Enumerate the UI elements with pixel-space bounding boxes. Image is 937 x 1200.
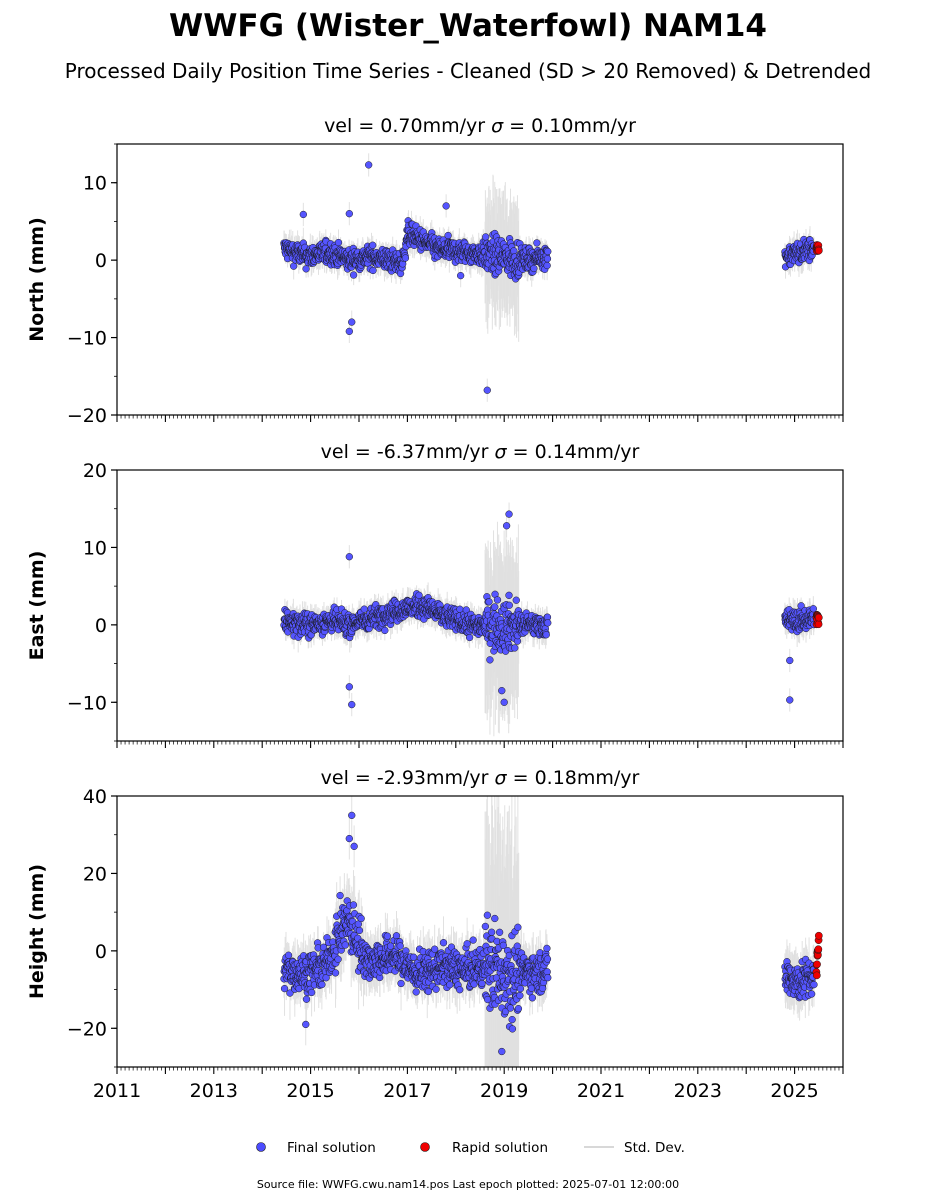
figure-subtitle: Processed Daily Position Time Series - C… xyxy=(65,59,871,83)
final-point xyxy=(485,598,493,606)
final-point xyxy=(786,656,794,665)
rapid-point xyxy=(814,613,823,622)
panels-group: −20 −10 0 10 North (mm) vel = 0.70mm/yr σ = 0… xyxy=(26,115,844,1102)
final-point xyxy=(369,241,377,249)
final-point xyxy=(502,522,511,530)
vel-text: vel = -6.37mm/yr xyxy=(321,441,495,463)
rapid-points-north xyxy=(812,241,823,255)
sigma-text: = 0.14mm/yr xyxy=(507,441,640,463)
panel-east: −10 0 10 20 East (mm) vel = -6.37mm/yr σ = 0.… xyxy=(26,441,844,748)
ytick-label: 10 xyxy=(83,537,107,559)
final-point xyxy=(369,266,377,275)
final-point xyxy=(444,231,452,240)
final-point xyxy=(345,210,353,218)
final-point xyxy=(381,626,389,635)
panel-title-north: vel = 0.70mm/yr σ = 0.10mm/yr xyxy=(324,115,636,137)
ytick-label: 20 xyxy=(83,460,107,482)
final-point xyxy=(290,262,298,270)
final-point xyxy=(345,327,353,336)
final-point xyxy=(512,596,520,604)
rapid-points-east xyxy=(812,610,823,629)
final-point xyxy=(442,202,450,210)
final-point xyxy=(401,254,410,262)
final-point xyxy=(348,318,356,326)
axes-frame-east xyxy=(116,469,844,742)
final-point xyxy=(345,553,353,561)
sigma-symbol: σ xyxy=(495,441,508,463)
ytick-label: −20 xyxy=(67,405,107,427)
sigma-text: = 0.10mm/yr xyxy=(503,115,636,137)
rapid-point xyxy=(814,246,823,255)
final-point xyxy=(505,601,513,609)
final-points-north xyxy=(280,161,818,394)
final-point xyxy=(797,602,805,610)
final-point xyxy=(483,386,491,394)
figure-title: WWFG (Wister_Waterfowl) NAM14 xyxy=(169,8,767,44)
panel-title-east: vel = -6.37mm/yr σ = 0.14mm/yr xyxy=(321,441,640,463)
ytick-label: −10 xyxy=(67,328,107,350)
final-point xyxy=(493,596,502,604)
final-point xyxy=(543,255,552,263)
std-dev-bars-north xyxy=(283,153,815,402)
rapid-point xyxy=(814,620,823,629)
final-point xyxy=(345,683,353,691)
final-point xyxy=(334,238,343,247)
final-point xyxy=(486,656,494,664)
ylabel-north: North (mm) xyxy=(26,217,48,342)
final-point xyxy=(511,644,519,652)
sigma-symbol: σ xyxy=(491,115,504,137)
plot-area-east xyxy=(280,502,823,737)
final-point xyxy=(491,603,499,611)
plot-area-north xyxy=(280,153,823,402)
final-point xyxy=(360,605,368,613)
final-point xyxy=(533,239,541,247)
final-point xyxy=(456,271,465,280)
ylabel-east: East (mm) xyxy=(26,551,48,661)
ytick-label: −10 xyxy=(67,692,107,714)
final-point xyxy=(498,687,506,695)
final-point xyxy=(415,591,423,599)
final-point xyxy=(302,265,310,273)
final-point xyxy=(505,510,513,518)
final-point xyxy=(809,605,817,613)
vel-text: vel = 0.70mm/yr xyxy=(324,115,491,137)
final-point xyxy=(299,210,307,219)
final-point xyxy=(543,261,551,270)
final-point xyxy=(544,619,552,627)
final-point xyxy=(482,233,490,241)
axes-frame-north xyxy=(116,143,844,416)
final-point xyxy=(510,247,518,255)
final-point xyxy=(500,698,508,706)
final-point xyxy=(542,631,550,639)
final-point xyxy=(530,264,538,273)
plot-area-height xyxy=(280,796,823,1067)
ytick-label: 10 xyxy=(83,173,107,195)
final-points-east xyxy=(280,510,818,709)
final-point xyxy=(365,161,373,169)
final-point xyxy=(349,271,358,279)
final-point xyxy=(348,700,356,709)
panel-north: −20 −10 0 10 North (mm) vel = 0.70mm/yr σ = 0… xyxy=(26,115,844,427)
final-point xyxy=(544,247,552,256)
ytick-label: 0 xyxy=(95,250,107,272)
final-point xyxy=(786,696,794,704)
final-point xyxy=(465,633,474,642)
final-point xyxy=(505,591,513,599)
ytick-label: 0 xyxy=(95,615,107,637)
